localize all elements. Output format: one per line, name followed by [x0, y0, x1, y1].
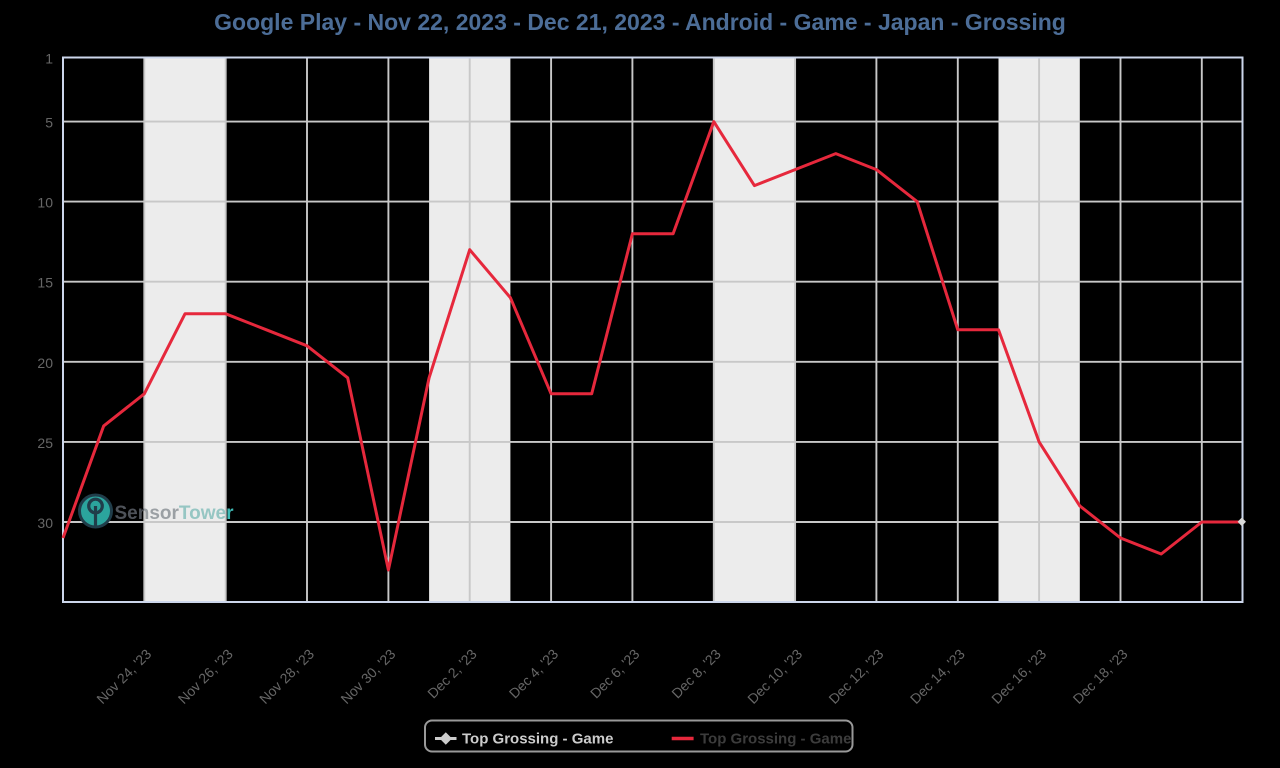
svg-text:15: 15 [37, 275, 53, 291]
svg-text:10: 10 [37, 195, 53, 211]
svg-text:SensorTower: SensorTower [115, 503, 235, 524]
svg-text:25: 25 [37, 435, 53, 451]
svg-text:20: 20 [37, 355, 53, 371]
svg-text:Top Grossing - Game: Top Grossing - Game [462, 731, 613, 748]
svg-text:5: 5 [45, 115, 53, 131]
svg-text:1: 1 [45, 51, 53, 67]
svg-text:Top Grossing - Game: Top Grossing - Game [700, 731, 851, 748]
svg-text:30: 30 [37, 515, 53, 531]
svg-text:Google Play - Nov 22, 2023 - D: Google Play - Nov 22, 2023 - Dec 21, 202… [214, 9, 1066, 35]
